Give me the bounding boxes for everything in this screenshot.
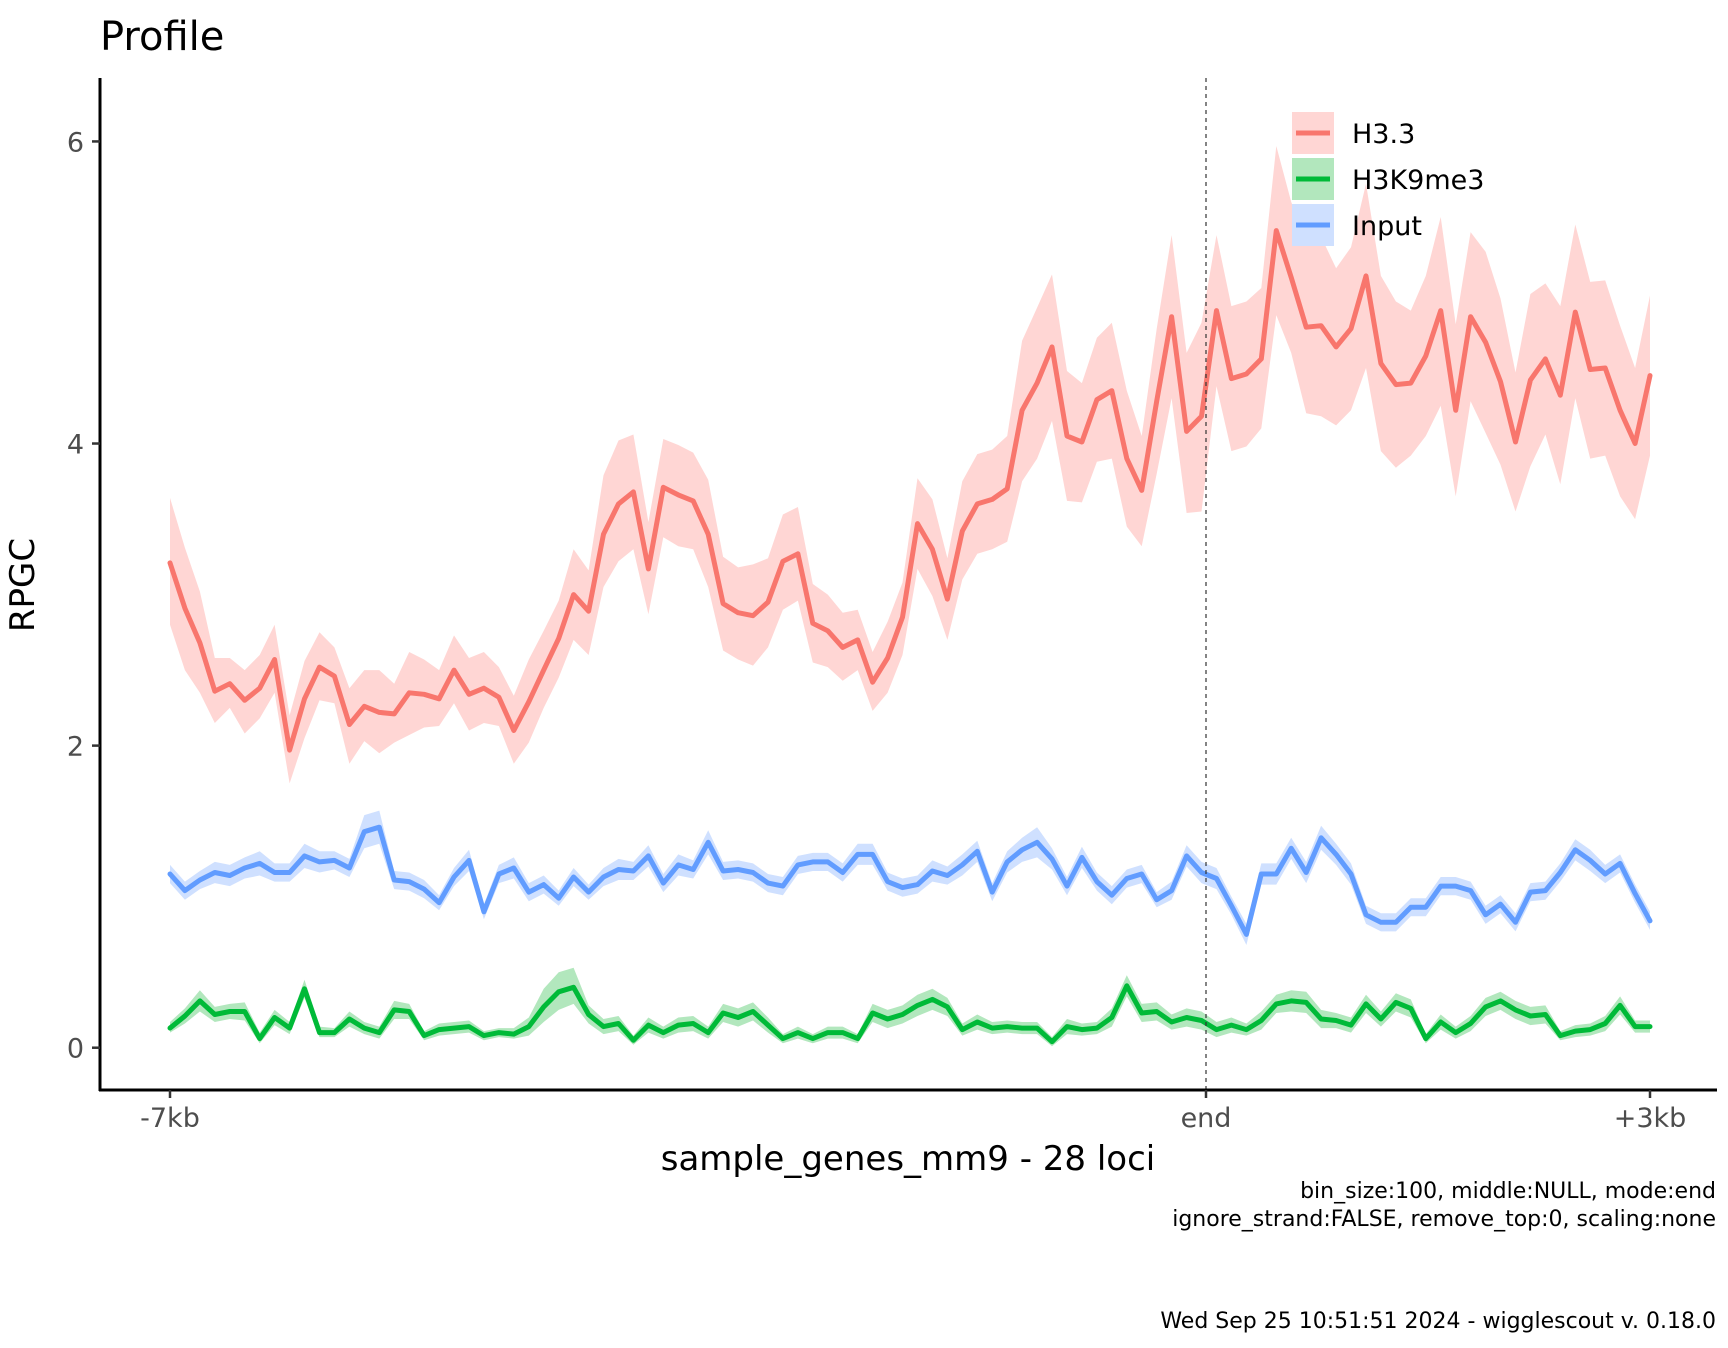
- confidence-bands: [170, 146, 1650, 1047]
- legend: H3.3 H3K9me3 Input: [1292, 112, 1484, 246]
- legend-label-h3k9me3: H3K9me3: [1352, 165, 1484, 196]
- x-tick-label: +3kb: [1614, 1103, 1687, 1134]
- caption-line-1: bin_size:100, middle:NULL, mode:end: [1300, 1179, 1716, 1204]
- chart-title: Profile: [100, 14, 224, 60]
- band-h3-3: [170, 146, 1650, 784]
- footer-timestamp: Wed Sep 25 10:51:51 2024 - wigglescout v…: [1160, 1309, 1716, 1334]
- legend-label-input: Input: [1352, 211, 1422, 242]
- line-input: [167, 824, 1653, 937]
- band-input: [170, 810, 1650, 945]
- line-h3k9me3: [167, 983, 1653, 1045]
- band-h3k9me3: [170, 967, 1650, 1047]
- y-tick-label: 0: [67, 1034, 84, 1065]
- legend-label-h3-3: H3.3: [1352, 119, 1415, 150]
- x-tick-label: -7kb: [140, 1103, 200, 1134]
- series-lines: [167, 228, 1653, 1045]
- y-tick-label: 2: [67, 732, 84, 763]
- caption-line-2: ignore_strand:FALSE, remove_top:0, scali…: [1172, 1207, 1716, 1232]
- y-tick-label: 4: [67, 430, 84, 461]
- line-h3-3: [167, 228, 1653, 753]
- y-axis-ticks: 0 2 4 6: [67, 127, 100, 1065]
- y-tick-label: 6: [67, 127, 84, 158]
- x-tick-label: end: [1181, 1103, 1232, 1134]
- x-axis-title: sample_genes_mm9 - 28 loci: [661, 1139, 1156, 1179]
- y-axis-title: RPGC: [3, 538, 43, 632]
- x-axis-ticks: -7kb end +3kb: [140, 1090, 1686, 1134]
